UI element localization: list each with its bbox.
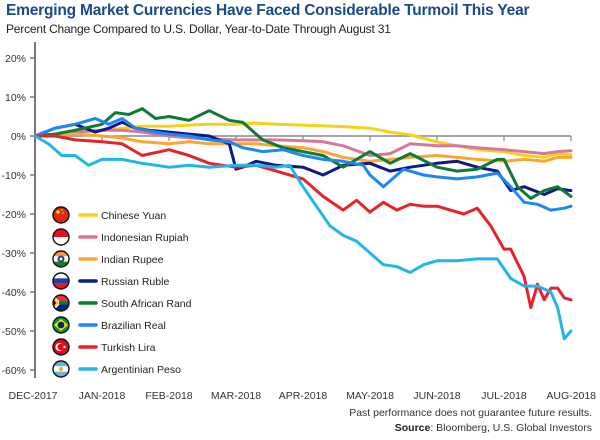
- series-line-russian-ruble: [33, 120, 573, 196]
- disclaimer-note: Past performance does not guarantee futu…: [349, 407, 592, 419]
- source-text: : Bloomberg, U.S. Global Investors: [430, 422, 592, 434]
- legend-label: Turkish Lira: [101, 342, 156, 354]
- legend-item: South African Rand: [52, 294, 192, 312]
- y-tick-label: -30%: [1, 248, 26, 260]
- south-africa-flag-icon: [52, 294, 70, 312]
- south-africa-flag-art: [53, 295, 69, 311]
- legend-item: Chinese Yuan: [52, 206, 166, 224]
- y-tick-label: 0%: [11, 131, 26, 143]
- y-tick-label: -20%: [1, 209, 26, 221]
- brazil-flag-art: [53, 317, 69, 333]
- legend-item: Indian Rupee: [52, 250, 164, 268]
- legend-label: Russian Ruble: [101, 276, 169, 288]
- flag-border: [52, 228, 70, 246]
- y-tick-label: -60%: [1, 365, 26, 377]
- legend-label: Brazilian Real: [101, 320, 166, 332]
- legend-label: Indian Rupee: [101, 254, 164, 266]
- y-tick-label: 20%: [5, 53, 26, 65]
- brazil-flag-icon: [52, 316, 70, 334]
- indonesia-flag-icon: [52, 228, 70, 246]
- legend-item: Turkish Lira: [52, 338, 156, 356]
- y-tick-label: -40%: [1, 287, 26, 299]
- x-tick-label: JUL-2018: [481, 390, 527, 402]
- legend-item: Brazilian Real: [52, 316, 166, 334]
- chart-title: Emerging Market Currencies Have Faced Co…: [6, 2, 530, 19]
- russia-flag-icon: [52, 272, 70, 290]
- source-note: Source: Bloomberg, U.S. Global Investors: [395, 422, 592, 434]
- series-line-indonesian-rupiah: [33, 128, 573, 157]
- flag-border: [52, 272, 70, 290]
- x-tick-label: JUN-2018: [413, 390, 460, 402]
- y-tick-label: 10%: [5, 92, 26, 104]
- series-line-chinese-yuan: [33, 121, 573, 159]
- chart-subtitle: Percent Change Compared to U.S. Dollar, …: [6, 22, 391, 36]
- series-line-south-african-rand: [33, 107, 573, 200]
- legend-label: Indonesian Rupiah: [101, 232, 189, 244]
- x-tick-label: FEB-2018: [145, 390, 192, 402]
- y-tick-label: -50%: [1, 326, 26, 338]
- axes: 20% 10% 0% -10% -20% -30% -40% -50% -60% DEC-2017…: [1, 42, 596, 402]
- argentina-flag-icon: [52, 360, 70, 378]
- india-flag-icon: [52, 250, 70, 268]
- x-tick-label: MAR-2018: [211, 390, 261, 402]
- x-tick-label: AUG-2018: [546, 390, 596, 402]
- legend-label: South African Rand: [101, 298, 192, 310]
- flag-border: [52, 250, 70, 268]
- china-flag-art: [53, 207, 69, 223]
- legend-item: Argentinian Peso: [52, 360, 181, 378]
- series-line-indian-rupee: [33, 132, 573, 163]
- series-line-argentinian-peso: [33, 134, 573, 341]
- flag-border: [52, 206, 70, 224]
- flag-border: [52, 360, 70, 378]
- x-tick-label: MAY-2018: [346, 390, 394, 402]
- india-flag-art: [53, 251, 69, 267]
- legend-label: Argentinian Peso: [101, 364, 181, 376]
- turkey-flag-art: [53, 339, 69, 355]
- turkey-flag-icon: [52, 338, 70, 356]
- series-line-brazilian-real: [33, 117, 573, 212]
- x-tick-label: JAN-2018: [79, 390, 126, 402]
- x-tick-label: DEC-2017: [8, 390, 57, 402]
- flag-border: [52, 316, 70, 334]
- flag-border: [52, 294, 70, 312]
- series-lines: [33, 107, 573, 341]
- source-label: Source: [394, 422, 431, 434]
- argentina-flag-art: [53, 361, 69, 377]
- legend-item: Russian Ruble: [52, 272, 169, 290]
- indonesia-flag-art: [53, 229, 69, 245]
- russia-flag-art: [53, 273, 69, 289]
- china-flag-icon: [52, 206, 70, 224]
- series-line-turkish-lira: [33, 134, 573, 310]
- legend-item: Indonesian Rupiah: [52, 228, 189, 246]
- x-tick-label: APR-2018: [279, 390, 328, 402]
- flag-border: [52, 338, 70, 356]
- y-tick-label: -10%: [1, 170, 26, 182]
- legend: Chinese Yuan Indonesian Rupiah Indian Rupe…: [52, 206, 192, 378]
- legend-label: Chinese Yuan: [101, 210, 166, 222]
